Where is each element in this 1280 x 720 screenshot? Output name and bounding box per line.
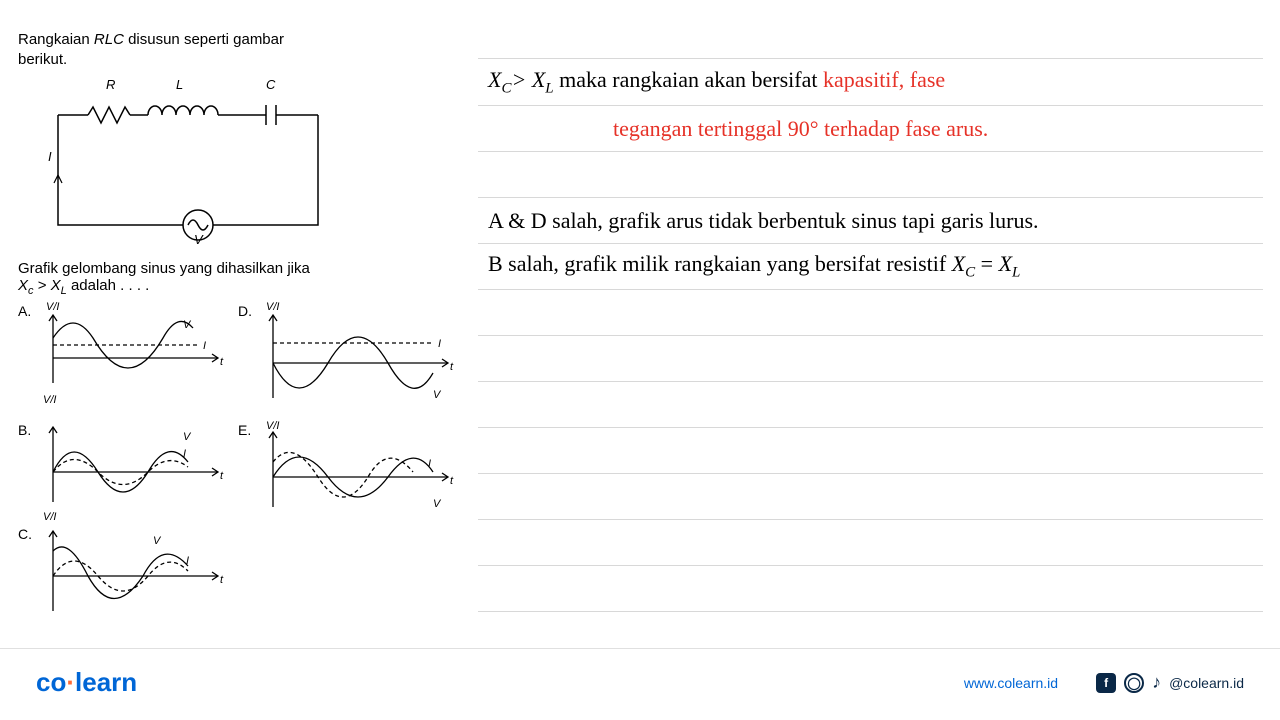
option-e: E. V/I I V t	[238, 420, 458, 524]
svg-text:t: t	[450, 475, 454, 487]
blank-line-4	[478, 428, 1263, 474]
answer-line-blank1	[478, 152, 1263, 198]
label-v: V	[194, 232, 203, 247]
footer-right: www.colearn.id f ◯ ♪ @colearn.id	[964, 672, 1244, 693]
brand-logo: co·learn	[36, 667, 137, 698]
label-l: L	[176, 77, 183, 92]
svg-text:V: V	[433, 389, 442, 401]
svg-text:V/I: V/I	[43, 511, 56, 522]
svg-text:I: I	[183, 448, 186, 460]
option-d: D. V/I I V t	[238, 301, 458, 420]
svg-text:V: V	[183, 431, 192, 443]
blank-line-2	[478, 336, 1263, 382]
tiktok-icon: ♪	[1152, 672, 1161, 693]
option-c: C. V I t	[18, 524, 238, 628]
problem-text: Rangkaian RLC disusun seperti gambar ber…	[18, 30, 468, 71]
svg-text:I: I	[186, 555, 189, 567]
label-i: I	[48, 149, 52, 164]
blank-line-1	[478, 290, 1263, 336]
answer-panel: XC> XL maka rangkaian akan bersifat kapa…	[478, 60, 1263, 612]
graph-a: V I t V/I	[18, 303, 228, 408]
problem-line1: Rangkaian RLC disusun seperti gambar	[18, 31, 284, 48]
problem-line2: berikut.	[18, 51, 67, 68]
footer-url: www.colearn.id	[964, 675, 1058, 691]
facebook-icon: f	[1096, 673, 1116, 693]
svg-text:t: t	[220, 470, 224, 482]
graph-b: V I t V/I	[18, 422, 228, 522]
svg-text:I: I	[203, 340, 206, 352]
ans4-prefix: B salah, grafik milik rangkaian yang ber…	[488, 251, 952, 276]
blank-line-5	[478, 474, 1263, 520]
answer-line-4: B salah, grafik milik rangkaian yang ber…	[478, 244, 1263, 290]
ans2: tegangan tertinggal 90° terhadap fase ar…	[488, 116, 988, 142]
options-grid: A. V/I V I t V/I D.	[18, 301, 468, 628]
graph-question: Grafik gelombang sinus yang dihasilkan j…	[18, 260, 468, 297]
label-c: C	[266, 77, 275, 92]
blank-line-6	[478, 520, 1263, 566]
circuit-diagram: R L C I V	[18, 77, 468, 250]
graph-d: I V t	[238, 303, 458, 418]
label-r: R	[106, 77, 115, 92]
option-b: B. V I t V/I	[18, 420, 238, 524]
question-panel: Rangkaian RLC disusun seperti gambar ber…	[18, 30, 468, 628]
circuit-svg	[18, 95, 338, 250]
graph-c: V I t	[18, 526, 228, 626]
svg-text:V/I: V/I	[43, 394, 56, 406]
svg-text:V: V	[153, 535, 162, 547]
svg-text:t: t	[450, 361, 454, 373]
social-handle: @colearn.id	[1169, 675, 1244, 691]
svg-text:I: I	[438, 338, 441, 350]
answer-line-3: A & D salah, grafik arus tidak berbentuk…	[478, 198, 1263, 244]
instagram-icon: ◯	[1124, 673, 1144, 693]
footer: co·learn www.colearn.id f ◯ ♪ @colearn.i…	[0, 648, 1280, 698]
ans1-red: kapasitif, fase	[823, 67, 945, 92]
svg-text:t: t	[220, 356, 224, 368]
answer-line-1: XC> XL maka rangkaian akan bersifat kapa…	[478, 60, 1263, 106]
blank-line-7	[478, 566, 1263, 612]
svg-text:I: I	[428, 458, 431, 470]
option-a: A. V/I V I t V/I	[18, 301, 238, 420]
svg-text:V: V	[433, 498, 442, 510]
svg-text:t: t	[220, 574, 224, 586]
answer-line-2: tegangan tertinggal 90° terhadap fase ar…	[478, 106, 1263, 152]
blank-line-3	[478, 382, 1263, 428]
graph-e: I V t	[238, 422, 458, 522]
ans1-black: maka rangkaian akan bersifat	[559, 67, 823, 92]
ans3: A & D salah, grafik arus tidak berbentuk…	[488, 208, 1039, 234]
